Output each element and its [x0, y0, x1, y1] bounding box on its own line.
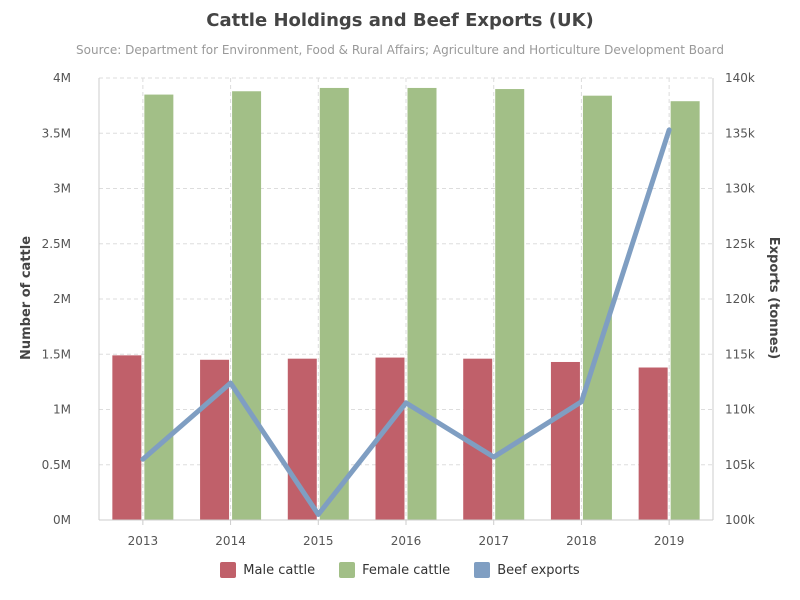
y-axis-right-tick: 110k — [725, 403, 755, 417]
x-axis-tick: 2013 — [128, 534, 159, 548]
legend-item[interactable]: Male cattle — [220, 562, 315, 578]
y-axis-right-tick: 105k — [725, 458, 755, 472]
x-axis-tick: 2014 — [215, 534, 246, 548]
y-axis-left-tick: 4M — [53, 71, 71, 85]
y-axis-left-tick: 1.5M — [42, 347, 71, 361]
y-axis-left-tick: 3.5M — [42, 126, 71, 140]
y-axis-left-tick: 1M — [53, 403, 71, 417]
y-axis-left-tick: 0.5M — [42, 458, 71, 472]
legend-swatch — [220, 562, 237, 578]
bar-female-cattle — [582, 95, 612, 521]
x-axis-tick: 2016 — [391, 534, 422, 548]
bar-male-cattle — [287, 358, 317, 520]
legend-swatch — [474, 562, 491, 578]
y-axis-right-tick: 115k — [725, 347, 755, 361]
bar-female-cattle — [670, 101, 700, 520]
bar-female-cattle — [407, 87, 437, 520]
legend-item[interactable]: Beef exports — [474, 562, 580, 578]
legend-label: Female cattle — [362, 562, 451, 578]
y-axis-left-title: Number of cattle — [19, 236, 34, 360]
line-beef-exports — [140, 127, 672, 517]
y-axis-right-tick: 100k — [725, 513, 755, 527]
x-axis-tick: 2015 — [303, 534, 334, 548]
y-axis-left-tick: 0M — [53, 513, 71, 527]
y-axis-left-tick: 2M — [53, 292, 71, 306]
x-axis-tick: 2018 — [566, 534, 597, 548]
legend-swatch — [339, 562, 356, 578]
y-axis-right-tick: 135k — [725, 126, 755, 140]
y-axis-right-title: Exports (tonnes) — [766, 237, 781, 359]
y-axis-left-tick: 2.5M — [42, 237, 71, 251]
x-axis-tick: 2019 — [654, 534, 685, 548]
legend-label: Beef exports — [497, 562, 580, 578]
bar-female-cattle — [232, 91, 262, 520]
y-axis-right-tick: 120k — [725, 292, 755, 306]
bar-male-cattle — [112, 355, 142, 520]
chart-legend: Male cattle Female cattle Beef exports — [0, 562, 800, 578]
y-axis-left-tick: 3M — [53, 182, 71, 196]
bar-female-cattle — [319, 87, 349, 520]
chart-subtitle: Source: Department for Environment, Food… — [76, 43, 724, 57]
chart-title: Cattle Holdings and Beef Exports (UK) — [206, 10, 594, 31]
x-axis-tick: 2017 — [478, 534, 509, 548]
y-axis-right-tick: 140k — [725, 71, 755, 85]
bar-male-cattle — [638, 367, 668, 520]
bar-female-cattle — [144, 94, 174, 520]
bar-male-cattle — [550, 361, 580, 520]
y-axis-right-tick: 125k — [725, 237, 755, 251]
y-axis-right-tick: 130k — [725, 182, 755, 196]
bar-male-cattle — [200, 359, 230, 520]
legend-label: Male cattle — [243, 562, 316, 578]
legend-item[interactable]: Female cattle — [339, 562, 450, 578]
